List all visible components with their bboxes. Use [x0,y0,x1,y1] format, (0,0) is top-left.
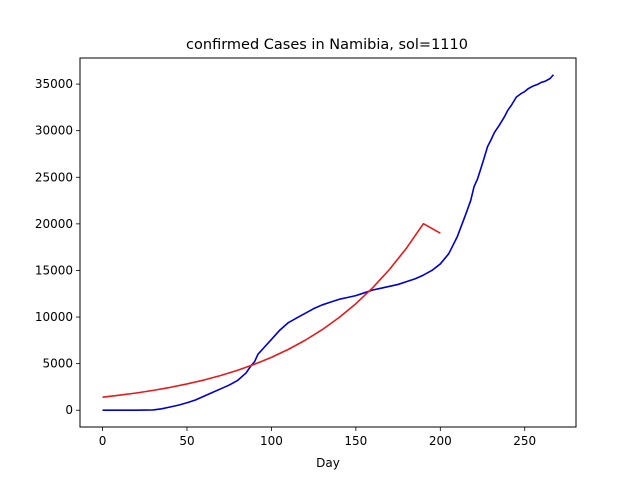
plot-area [102,74,555,412]
chart-title: confirmed Cases in Namibia, sol=1110 [186,37,468,53]
y-axis: 0 5000 10000 15000 20000 25000 30000 35000 [35,77,80,417]
y-tick-label: 5000 [42,357,73,371]
y-tick-label: 0 [65,403,73,417]
x-axis: 0 50 100 150 200 250 [99,427,536,448]
y-tick-label: 10000 [35,310,73,324]
y-tick-label: 35000 [35,77,73,91]
x-tick-label: 0 [99,434,107,448]
x-tick-label: 200 [429,434,452,448]
x-tick-label: 50 [179,434,194,448]
series-line-1 [102,74,555,412]
x-tick-label: 250 [513,434,536,448]
x-axis-label: Day [316,456,340,470]
y-tick-label: 20000 [35,217,73,231]
plot-frame [79,57,577,428]
x-tick-label: 150 [344,434,367,448]
series-line-2 [102,222,441,398]
y-tick-label: 30000 [35,124,73,138]
x-tick-label: 100 [260,434,283,448]
y-tick-label: 15000 [35,263,73,277]
y-tick-label: 25000 [35,170,73,184]
